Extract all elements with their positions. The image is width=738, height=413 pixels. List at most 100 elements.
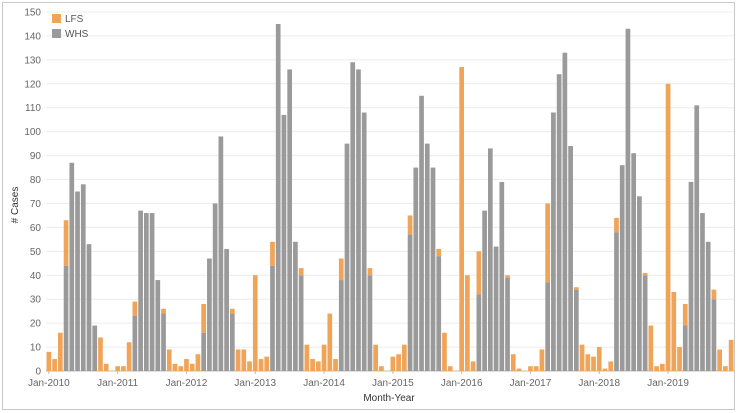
bar-lfs bbox=[401, 344, 407, 371]
bar-whs bbox=[86, 244, 92, 371]
bar-lfs bbox=[533, 366, 539, 371]
y-tick-label: 140 bbox=[24, 31, 41, 42]
bar-lfs bbox=[327, 313, 333, 371]
y-tick-label: 100 bbox=[24, 127, 41, 138]
legend-label: LFS bbox=[65, 14, 84, 25]
bar-lfs bbox=[516, 368, 522, 371]
bar-lfs bbox=[247, 361, 252, 371]
bar-whs bbox=[138, 210, 143, 371]
bar-lfs bbox=[545, 203, 551, 283]
bar-whs bbox=[642, 275, 648, 371]
bar-lfs bbox=[338, 258, 344, 281]
bar-whs bbox=[493, 246, 499, 371]
bar-whs bbox=[161, 313, 166, 371]
bar-lfs bbox=[63, 220, 69, 266]
bar-lfs bbox=[591, 356, 596, 371]
bar-whs bbox=[430, 167, 436, 371]
bar-whs bbox=[367, 275, 373, 371]
bar-whs bbox=[413, 167, 419, 371]
bar-whs bbox=[155, 280, 161, 371]
bar-lfs bbox=[98, 337, 103, 371]
bar-lfs bbox=[470, 361, 476, 371]
bar-lfs bbox=[608, 361, 614, 371]
bar-whs bbox=[688, 181, 694, 371]
bar-lfs bbox=[573, 287, 579, 290]
y-axis-ticks: 0 10 20 30 40 50 60 70 80 90 100 110 120 130 140 150 bbox=[24, 8, 41, 378]
bar-whs bbox=[562, 52, 568, 371]
bar-lfs bbox=[189, 363, 195, 371]
gridlines bbox=[46, 11, 734, 372]
bar-lfs bbox=[46, 351, 52, 371]
bar-whs bbox=[705, 241, 711, 371]
bar-whs bbox=[281, 114, 287, 371]
x-tick-label: Jan-2017 bbox=[510, 378, 552, 389]
y-tick-label: 30 bbox=[30, 295, 42, 306]
bar-lfs bbox=[57, 332, 63, 371]
bar-whs bbox=[694, 105, 700, 371]
bar-lfs bbox=[659, 363, 665, 371]
bar-whs bbox=[711, 299, 717, 371]
bar-whs bbox=[568, 146, 573, 371]
y-tick-label: 60 bbox=[30, 223, 42, 234]
bar-whs bbox=[700, 213, 705, 371]
bar-lfs bbox=[671, 292, 677, 371]
bar-whs bbox=[551, 112, 556, 372]
y-tick-label: 130 bbox=[24, 55, 41, 66]
bar-whs bbox=[207, 258, 212, 371]
bar-lfs bbox=[201, 303, 207, 333]
bar-lfs bbox=[241, 349, 247, 371]
bar-whs bbox=[505, 277, 510, 371]
x-tick-label: Jan-2012 bbox=[166, 378, 208, 389]
bar-whs bbox=[275, 23, 281, 371]
bar-whs bbox=[356, 69, 361, 371]
bar-whs bbox=[224, 248, 229, 371]
bar-whs bbox=[482, 210, 487, 371]
bar-lfs bbox=[654, 366, 659, 371]
bar-lfs bbox=[459, 67, 465, 372]
bar-lfs bbox=[264, 356, 270, 371]
bar-whs bbox=[69, 162, 75, 371]
bar-whs bbox=[637, 196, 642, 371]
bar-whs bbox=[80, 184, 86, 371]
bar-lfs bbox=[505, 275, 510, 278]
bar-lfs bbox=[728, 339, 734, 371]
bar-lfs bbox=[682, 303, 688, 326]
bar-lfs bbox=[115, 366, 121, 371]
bar-lfs bbox=[126, 342, 132, 371]
y-axis-title: # Cases bbox=[10, 187, 21, 224]
bar-lfs bbox=[436, 248, 442, 257]
bar-whs bbox=[419, 95, 424, 372]
bar-whs bbox=[212, 203, 218, 371]
bar-lfs bbox=[442, 332, 447, 371]
bar-lfs bbox=[614, 217, 619, 233]
x-tick-label: Jan-2013 bbox=[234, 378, 276, 389]
bar-lfs bbox=[717, 349, 723, 371]
bar-whs bbox=[143, 213, 149, 371]
bar-whs bbox=[682, 325, 688, 371]
x-tick-label: Jan-2014 bbox=[303, 378, 345, 389]
bar-lfs bbox=[235, 349, 241, 371]
legend: LFS WHS bbox=[52, 14, 89, 40]
bar-lfs bbox=[178, 366, 184, 371]
bar-lfs bbox=[304, 344, 310, 371]
x-axis-ticks: Jan-2010 Jan-2011 Jan-2012 Jan-2013 Jan-2014… bbox=[28, 371, 689, 389]
y-tick-label: 10 bbox=[30, 343, 42, 354]
x-tick-label: Jan-2018 bbox=[578, 378, 620, 389]
bar-lfs bbox=[379, 366, 384, 371]
y-tick-label: 110 bbox=[25, 103, 41, 114]
bar-lfs bbox=[390, 356, 396, 371]
x-tick-label: Jan-2016 bbox=[441, 378, 483, 389]
bar-lfs bbox=[52, 359, 57, 371]
bar-whs bbox=[631, 153, 637, 371]
bar-whs bbox=[92, 325, 98, 371]
x-axis-title: Month-Year bbox=[363, 393, 415, 404]
legend-swatch bbox=[52, 29, 61, 38]
bar-whs bbox=[614, 232, 619, 371]
bar-lfs bbox=[195, 354, 201, 371]
bar-lfs bbox=[447, 366, 453, 371]
bar-whs bbox=[407, 234, 413, 371]
bar-whs bbox=[350, 62, 356, 371]
bar-whs bbox=[132, 315, 138, 371]
bar-lfs bbox=[528, 366, 533, 371]
